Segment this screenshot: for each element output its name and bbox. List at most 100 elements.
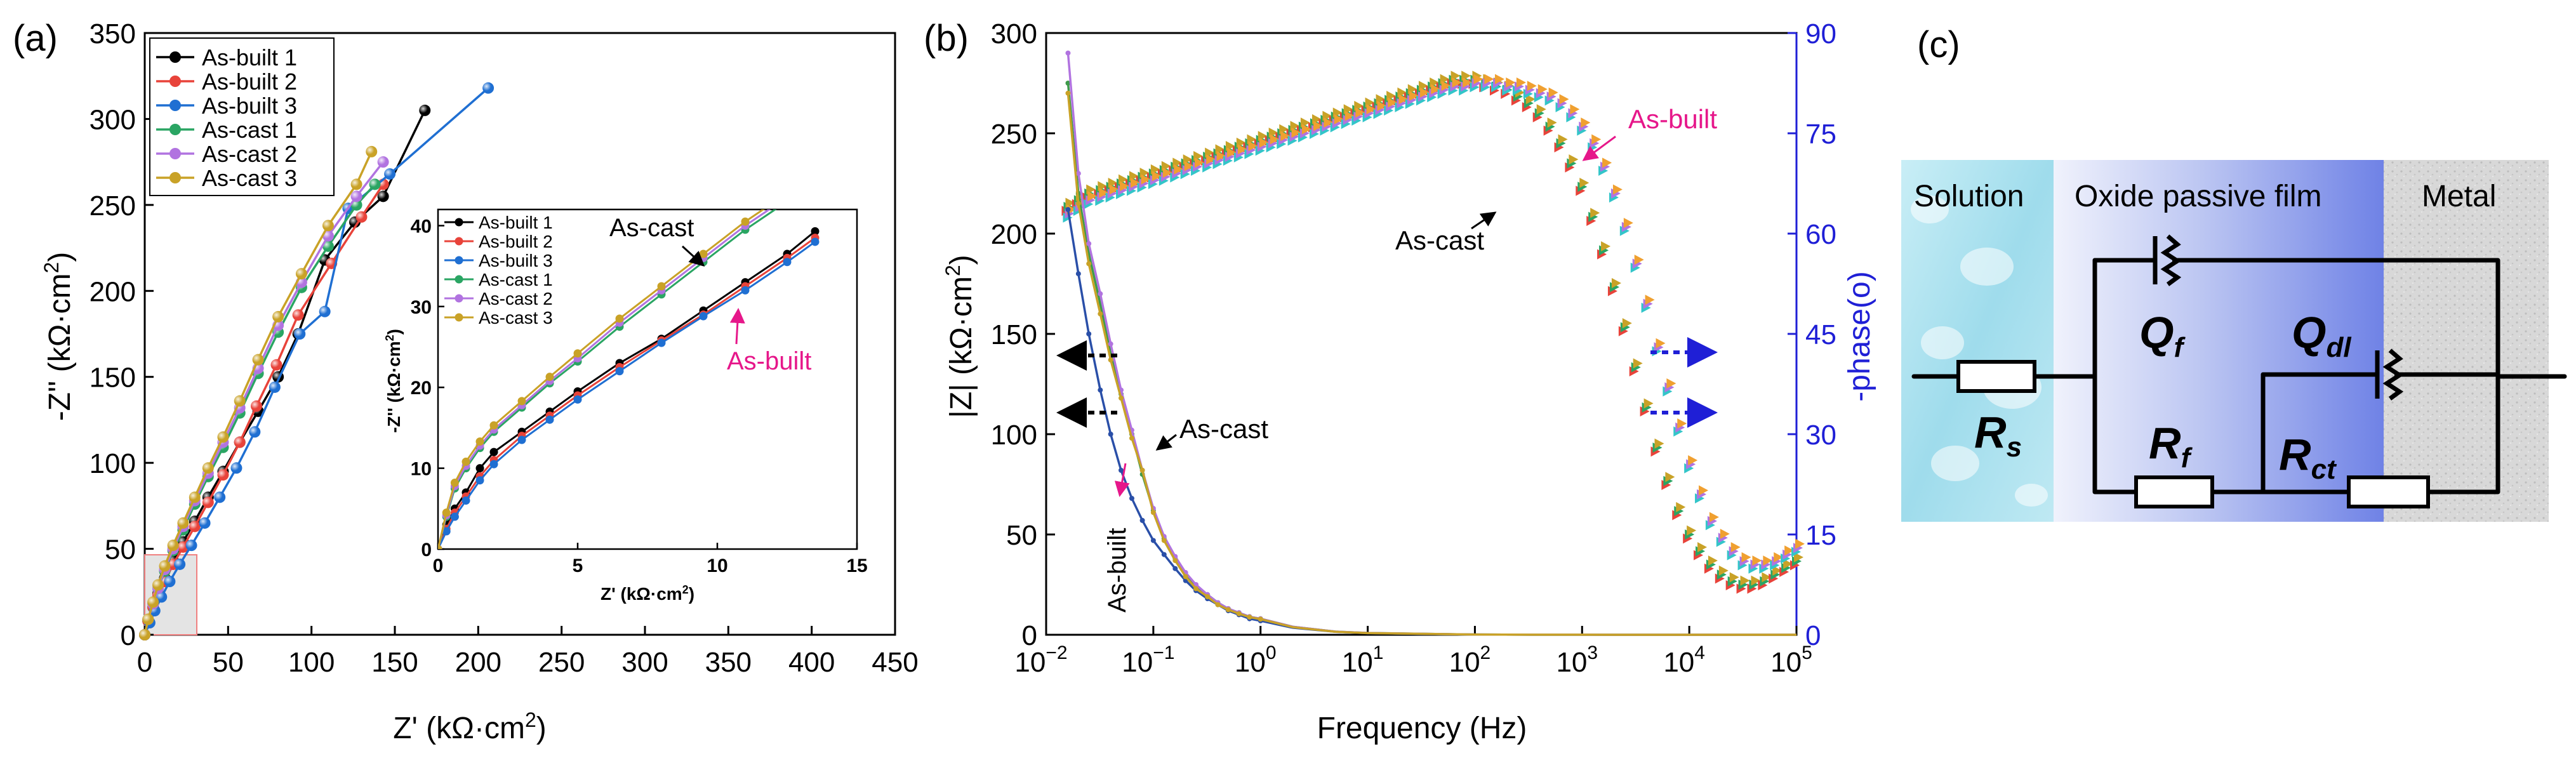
b-phase-marker-as-cast [1120, 181, 1130, 192]
inset-point-as-cast-3 [573, 349, 582, 358]
a-point-shine [377, 156, 389, 168]
b-phase-marker-as-cast [1666, 378, 1676, 388]
b-phase-marker-as-cast [1334, 114, 1344, 124]
a-point-shine [319, 305, 331, 317]
b-phase-marker-as-built [1708, 555, 1718, 566]
inset-point-as-built-3 [741, 286, 750, 295]
b-phase-marker-as-cast [1141, 174, 1151, 185]
a-point-shine [202, 462, 214, 474]
panel-b-annotation-as-cast-modulus: As-cast [1179, 414, 1268, 444]
b-phase-marker-as-built [1654, 438, 1664, 449]
a-y-tick-label: 100 [90, 448, 136, 479]
b-phase-marker-as-cast [1174, 164, 1184, 175]
a-point-shine [217, 469, 229, 481]
b-modulus-point-as-cast-gold [1108, 357, 1113, 363]
b-modulus-point-as-cast [1065, 81, 1071, 86]
b-phase-marker-as-built [1643, 398, 1654, 409]
b-phase-marker-as-cast [1099, 187, 1109, 198]
label-rct: Rct [2279, 430, 2337, 485]
cpe-qf [2153, 234, 2184, 286]
a-point-shine [199, 517, 211, 529]
resistor-rs [1956, 360, 2036, 393]
b-phase-marker-as-cast [1795, 538, 1805, 549]
b-modulus-line-as-cast-purple [1066, 53, 1796, 636]
b-x-tick-label: 102 [1449, 642, 1491, 678]
inset-legend-marker-as-built-2 [455, 237, 463, 246]
b-modulus-point-as-cast-gold [1225, 607, 1231, 613]
inset-point-as-cast-3 [517, 397, 526, 406]
b-phase-marker-as-cast [1366, 104, 1376, 115]
b-modulus-point-as-cast-gold [1098, 311, 1103, 317]
a-legend-marker-as-built-3 [169, 100, 181, 111]
inset-legend-label: As-cast 3 [479, 308, 553, 328]
a-legend-label: As-built 1 [202, 44, 297, 70]
b-phase-marker-as-cast [1409, 91, 1419, 102]
b-phase-marker-as-cast [1656, 338, 1666, 348]
a-point-shine [202, 496, 214, 508]
panel-b-arrow-as-cast-modulus [1155, 434, 1177, 451]
panel-b-annotation-as-cast-phase: As-cast [1395, 225, 1484, 255]
a-point-shine [250, 400, 262, 412]
panel-a-plot-frame [143, 32, 896, 636]
b-phase-marker-as-built [1601, 241, 1611, 252]
inset-point-as-built-3 [615, 367, 624, 376]
b-phase-marker-as-cast [1527, 81, 1537, 91]
a-point-shine [294, 328, 306, 340]
b-phase-marker-as-cast [1237, 144, 1247, 155]
oxide-film-region [2054, 160, 2384, 522]
b-phase-marker-as-built [1633, 358, 1643, 369]
panel-b-x-axis-label: Frequency (Hz) [1317, 712, 1527, 745]
a-point-shine [295, 268, 307, 280]
b-right-y-tick-label: 60 [1805, 219, 1836, 250]
b-modulus-point-as-built [1086, 331, 1092, 336]
inset-point-as-built-3 [450, 512, 459, 521]
inset-point-as-cast-3 [699, 249, 708, 258]
inset-legend-label: As-cast 1 [479, 270, 553, 289]
b-phase-marker-as-built [1740, 575, 1750, 586]
b-left-y-tick-label: 150 [991, 319, 1037, 350]
region-label-solution: Solution [1914, 180, 2024, 213]
region-label-oxide-film: Oxide passive film [2075, 180, 2321, 213]
inset-point-as-cast-3 [438, 545, 442, 549]
b-modulus-point-as-cast-gold [1172, 558, 1178, 564]
inset-point-as-cast-3 [741, 217, 750, 226]
inset-y-tick-label: 20 [411, 378, 432, 399]
b-modulus-point-as-built [1172, 566, 1178, 571]
inset-point-as-cast-3 [657, 282, 666, 291]
b-phase-marker-as-built [1729, 572, 1739, 583]
panel-b-x-ticks: 10−2 10−1 100 101 102 103 104 105 [1014, 626, 1812, 678]
inset-point-as-built-3 [573, 395, 582, 404]
b-phase-marker-as-cast [1206, 154, 1216, 165]
a-point-shine [214, 491, 226, 503]
inset-legend-marker-as-cast-2 [455, 294, 463, 303]
panel-b-right-y-ticks: 0 15 30 45 60 75 90 [1788, 18, 1836, 651]
inset-point-as-built-3 [657, 338, 666, 347]
b-x-tick-base: 10 [1556, 647, 1587, 678]
b-x-tick-label: 10−2 [1014, 642, 1067, 678]
b-modulus-point-as-cast-gold [1119, 395, 1124, 401]
b-phase-marker-as-built [1794, 552, 1803, 562]
b-phase-marker-as-built [1622, 318, 1632, 329]
panel-b: (b) 10−2 10−1 100 101 102 103 104 105 050100150… [924, 18, 1876, 745]
inset-point-as-built-1 [489, 448, 498, 456]
inset-point-as-cast-3 [545, 373, 554, 382]
inset-legend-marker-as-cast-3 [455, 313, 463, 322]
panel-b-left-y-axis-label: |Z| (kΩ·cm2) [941, 255, 978, 418]
b-phase-marker-as-cast [1377, 100, 1387, 111]
panel-c-label: (c) [1917, 24, 1960, 65]
inset-legend-label: As-built 1 [479, 213, 553, 232]
panel-b-right-y-axis-label: -phase(o) [1843, 271, 1876, 401]
b-phase-marker-as-cast [1388, 97, 1398, 108]
b-phase-marker-as-cast [1259, 137, 1269, 148]
b-x-tick-base: 10 [1663, 647, 1694, 678]
b-phase-marker-as-cast [1087, 191, 1098, 202]
b-left-y-tick-label: 0 [1022, 620, 1037, 651]
b-phase-marker-as-cast [1324, 117, 1334, 128]
b-phase-marker-as-cast [1355, 107, 1365, 118]
b-x-tick-label: 100 [1235, 642, 1277, 678]
panel-a-label: (a) [13, 18, 58, 59]
b-modulus-point-as-cast-gold [1258, 616, 1263, 622]
a-y-tick-label: 0 [121, 620, 136, 651]
panel-b-annotation-as-built-modulus: As-built [1103, 528, 1131, 613]
label-qdl: Qdl [2292, 308, 2351, 363]
